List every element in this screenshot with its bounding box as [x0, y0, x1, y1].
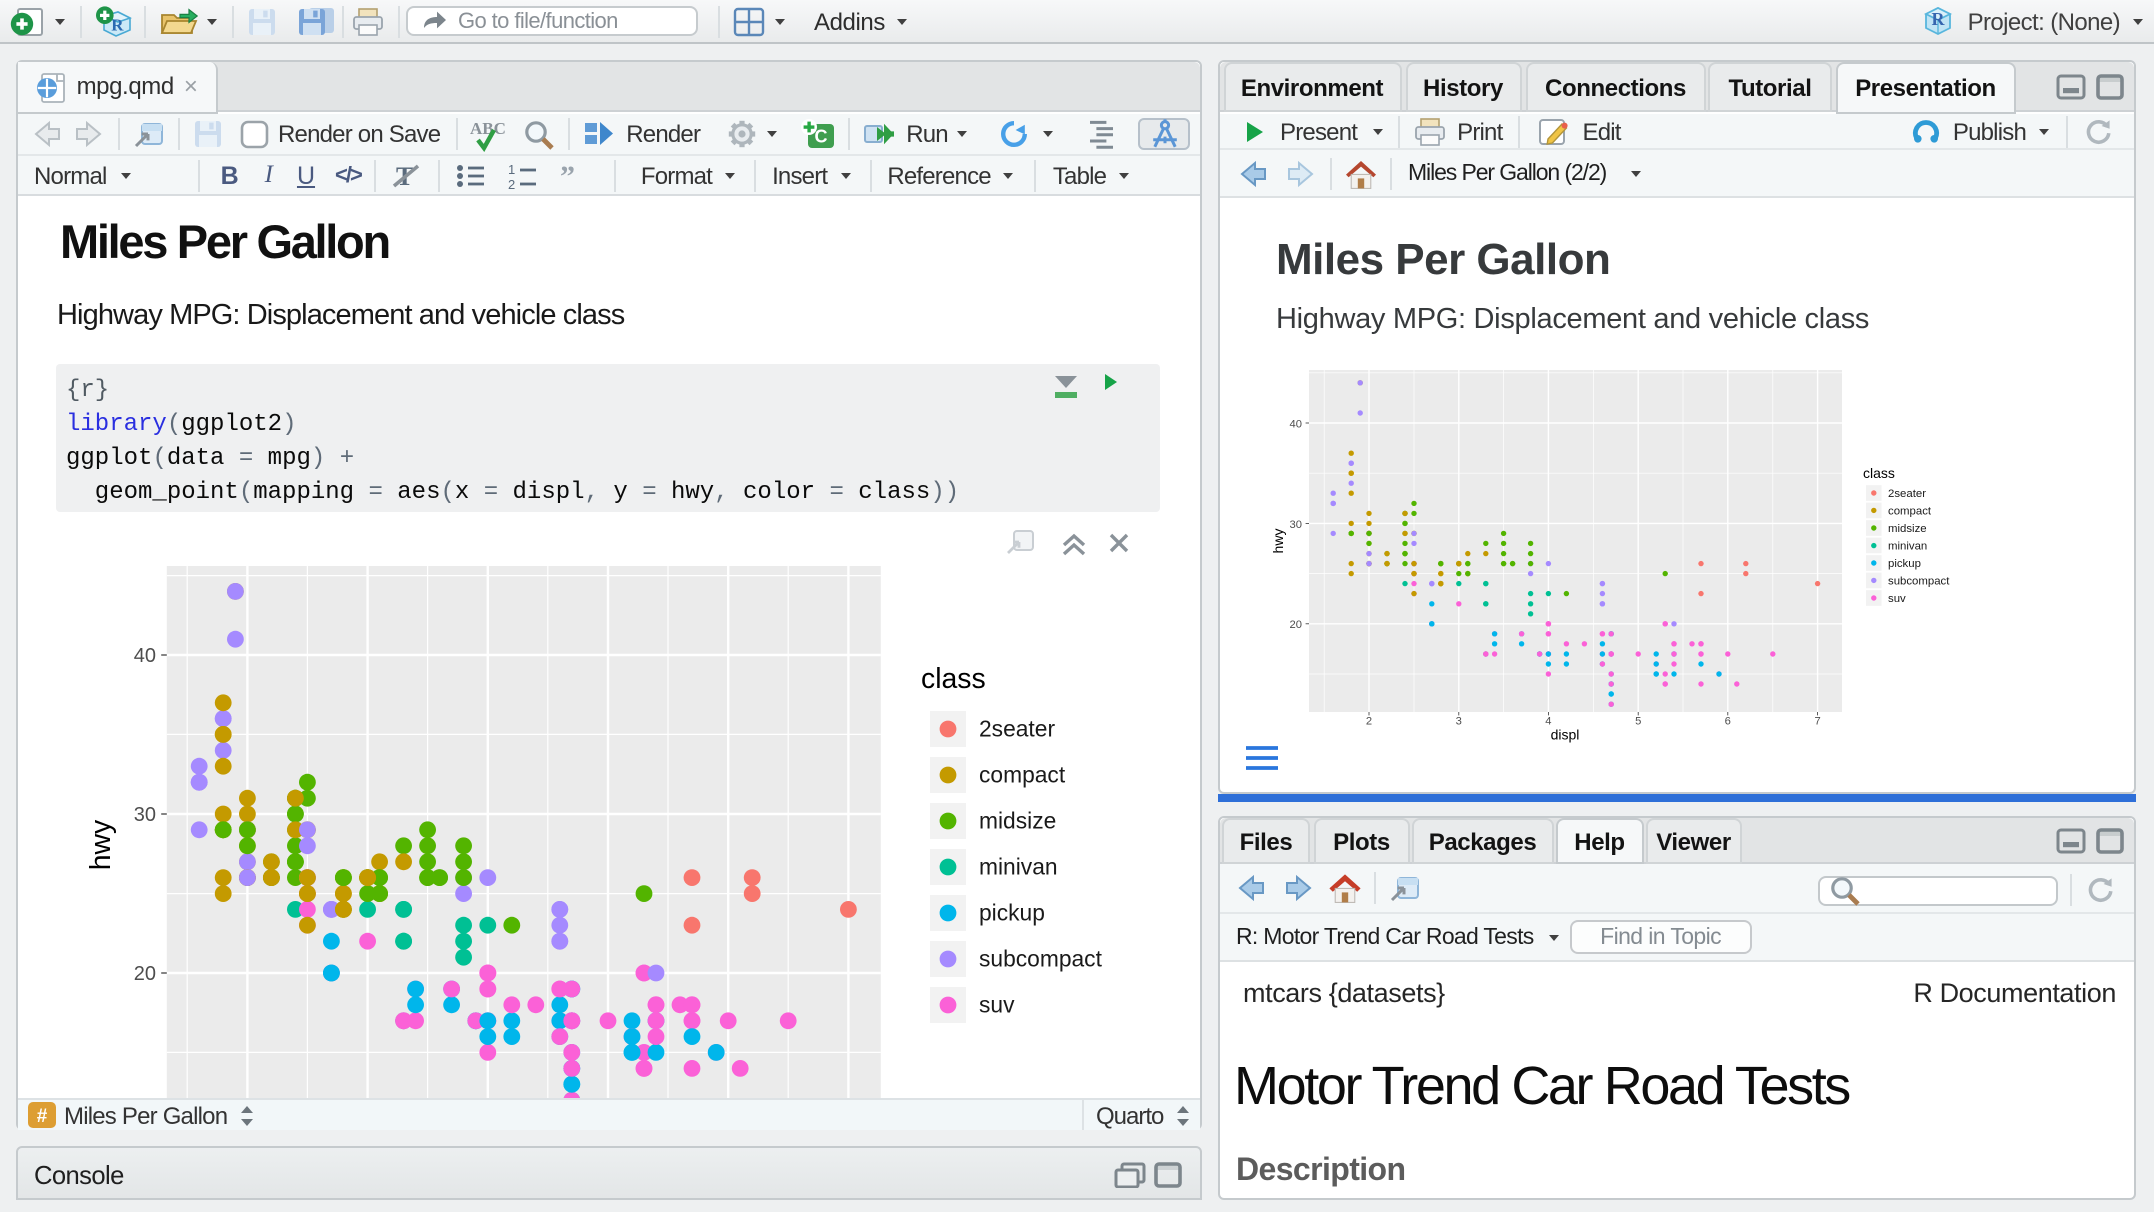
svg-text:class: class [921, 663, 986, 695]
svg-text:minivan: minivan [1888, 541, 1927, 553]
svg-text:R: R [1931, 9, 1945, 29]
svg-text:C: C [815, 126, 828, 146]
svg-text:subcompact: subcompact [979, 946, 1103, 972]
svg-text:hwy: hwy [85, 819, 117, 870]
svg-text:subcompact: subcompact [1888, 576, 1950, 588]
svg-text:30: 30 [134, 804, 156, 826]
svg-text:suv: suv [979, 992, 1015, 1018]
svg-text:30: 30 [1290, 519, 1302, 531]
svg-text:6: 6 [1725, 716, 1731, 728]
svg-text:midsize: midsize [979, 808, 1056, 834]
svg-text:20: 20 [1290, 619, 1302, 631]
svg-text:suv: suv [1888, 593, 1906, 605]
svg-text:1: 1 [509, 161, 516, 176]
svg-text:compact: compact [1888, 506, 1932, 518]
svg-text:displ: displ [1551, 726, 1580, 742]
svg-text:pickup: pickup [1888, 558, 1921, 570]
svg-text:2seater: 2seater [1888, 488, 1926, 500]
svg-text:2seater: 2seater [979, 716, 1055, 742]
svg-text:7: 7 [1814, 716, 1820, 728]
svg-text:hwy: hwy [1270, 529, 1286, 554]
svg-text:compact: compact [979, 762, 1066, 788]
svg-text:midsize: midsize [1888, 523, 1927, 535]
svg-text:2: 2 [509, 176, 516, 191]
svg-text:#: # [37, 1106, 48, 1127]
svg-text:R: R [111, 14, 124, 33]
svg-text:5: 5 [1635, 716, 1641, 728]
svg-text:4: 4 [1545, 716, 1551, 728]
svg-text:3: 3 [1456, 716, 1462, 728]
svg-text:2: 2 [1366, 716, 1372, 728]
svg-text:minivan: minivan [979, 854, 1058, 880]
svg-text:class: class [1863, 465, 1895, 481]
svg-text:pickup: pickup [979, 900, 1045, 926]
svg-text:40: 40 [134, 645, 156, 667]
svg-text:”: ” [561, 159, 576, 191]
svg-text:20: 20 [134, 963, 156, 985]
svg-text:ABC: ABC [470, 118, 506, 137]
svg-text:40: 40 [1290, 418, 1302, 430]
